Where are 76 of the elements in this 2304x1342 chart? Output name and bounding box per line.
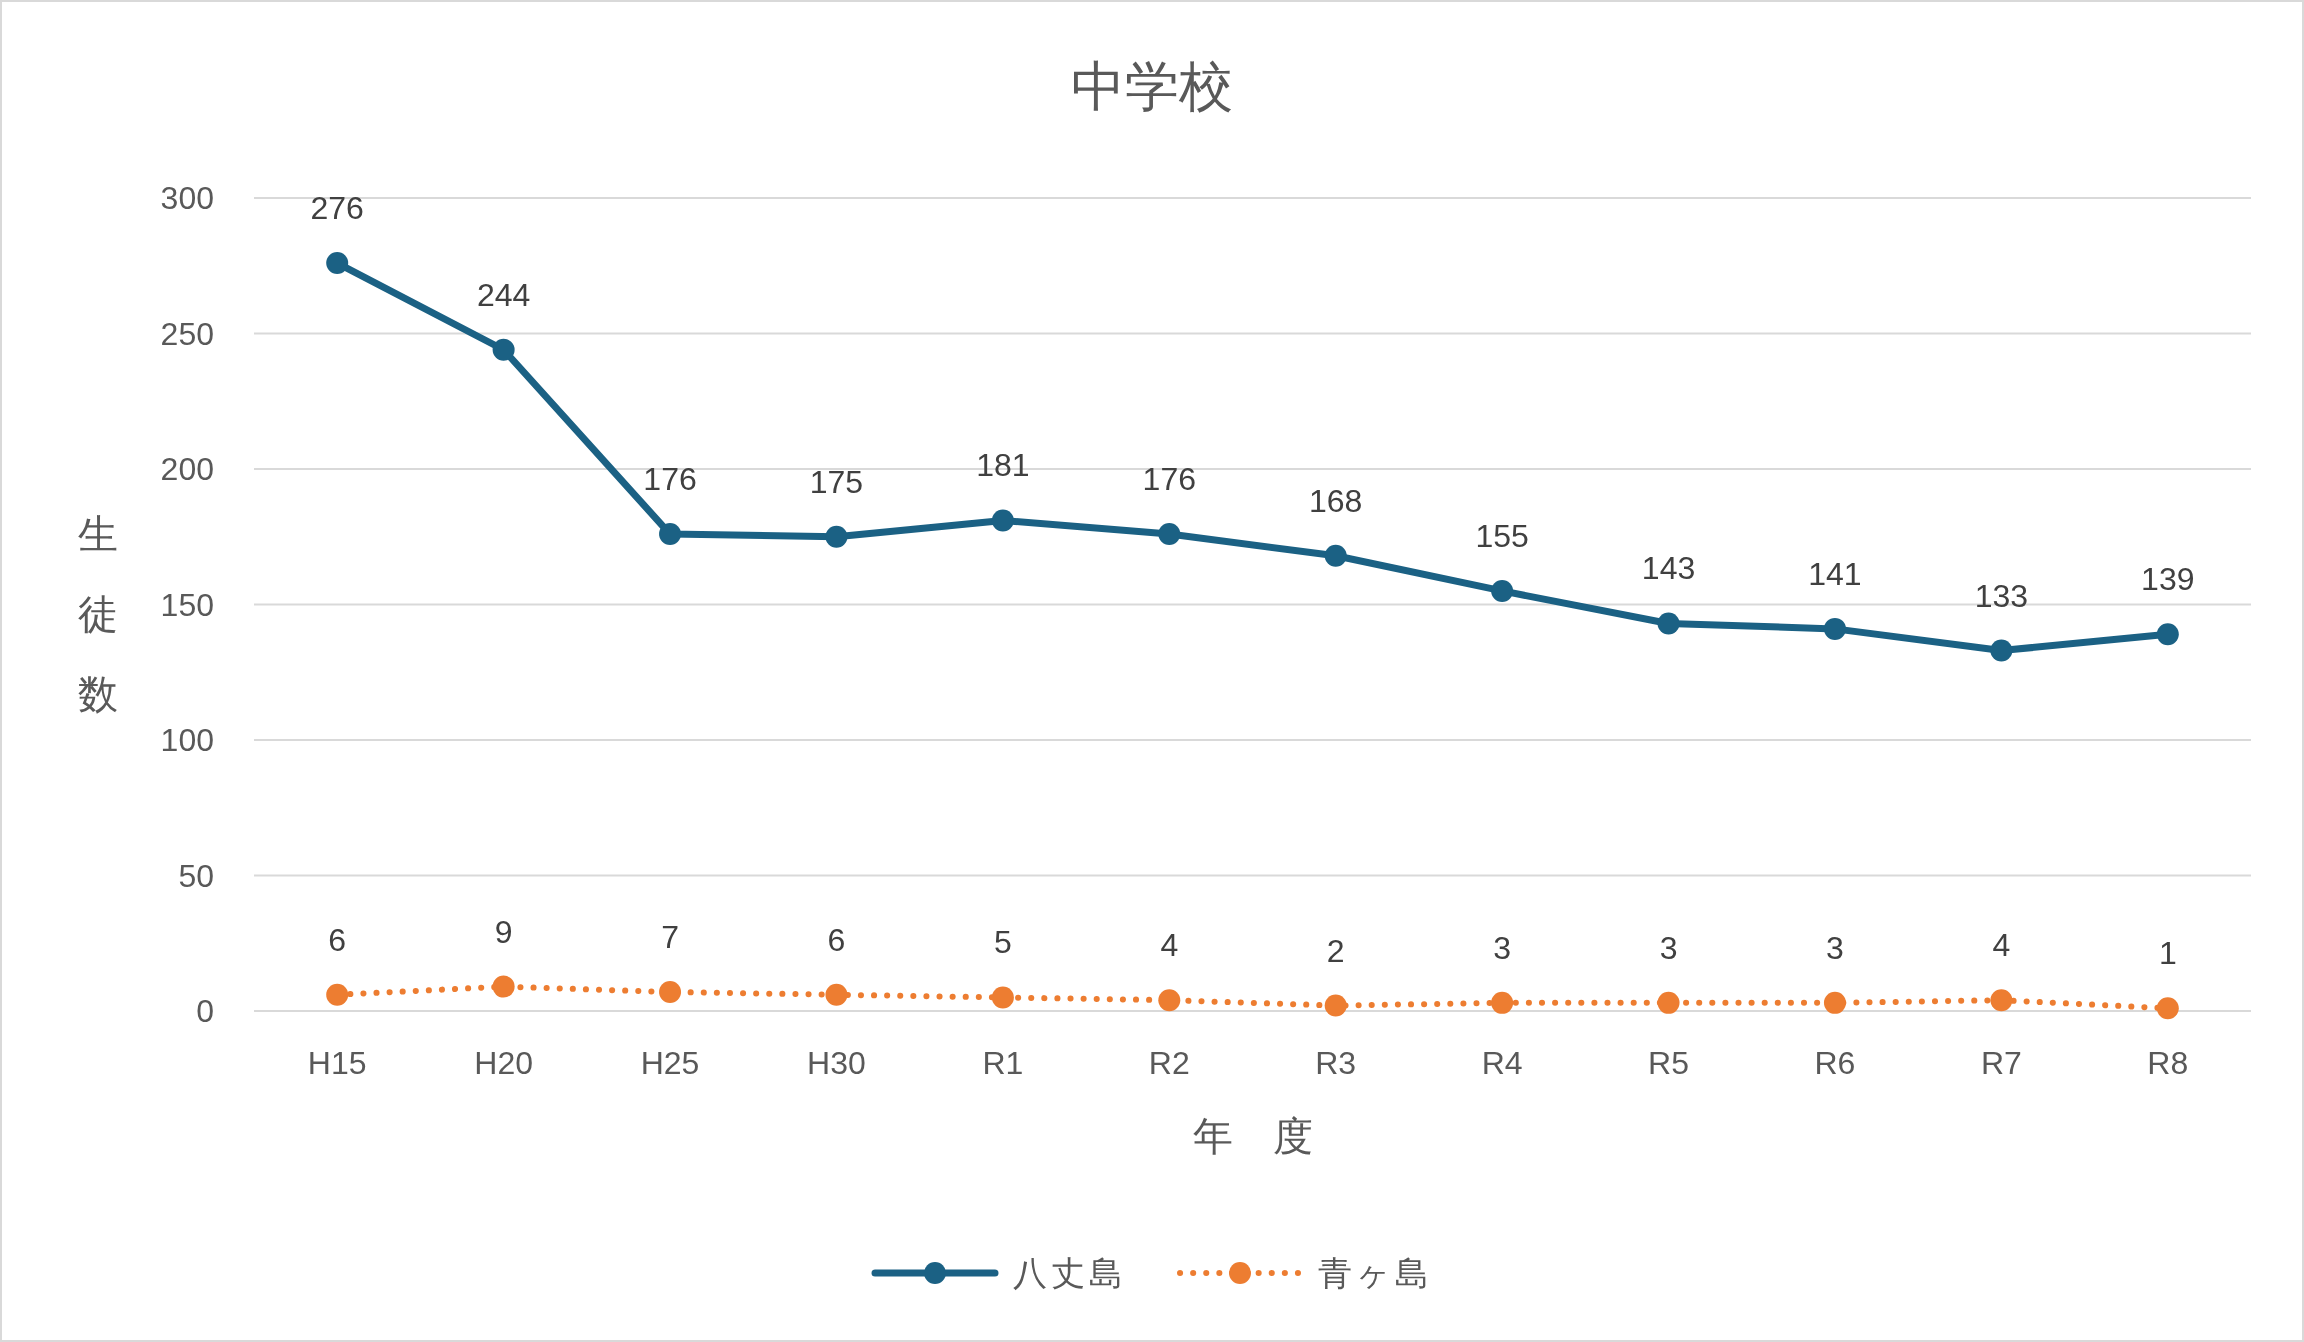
point [659,523,682,546]
point [1324,544,1347,567]
data-label: 141 [1808,555,1862,592]
data-label: 4 [1160,927,1179,964]
data-label: 3 [1493,929,1512,966]
point [825,983,848,1006]
data-label: 3 [1826,929,1844,966]
data-label: 7 [661,919,679,956]
legend-label: 八丈島 [1013,1254,1127,1292]
data-label: 175 [809,463,864,500]
point [1990,639,2013,662]
data-label: 143 [1641,550,1696,587]
point [659,981,682,1004]
data-label: 155 [1475,517,1529,554]
ylabel: 生徒数 [78,512,118,716]
x-tick-label: H25 [640,1045,700,1081]
data-label: 9 [494,913,513,950]
x-tick-label: R7 [1980,1045,2022,1081]
data-label: 2 [1326,932,1345,969]
point [1324,994,1347,1017]
x-axis-title: 年 度 [1193,1114,1313,1158]
point [991,509,1014,532]
x-tick-label: H20 [474,1045,533,1081]
point [1990,989,2013,1012]
point [326,983,349,1006]
point [1657,991,1680,1014]
y-tick-label: 250 [160,315,214,352]
x-tick-label: R1 [982,1045,1024,1081]
data-label: 133 [1974,577,2029,614]
八丈島: 276 244 176 175 181 176 168 155 143 141 133 139 [310,190,2195,662]
point [1823,617,1846,640]
data-label: 181 [976,447,1030,484]
y-tick-label: 200 [160,451,214,487]
data-label: 176 [1142,461,1196,498]
point [492,338,515,361]
x-tick-label: R4 [1481,1045,1523,1081]
point [2156,997,2179,1020]
legend-label: 青ヶ島 [1318,1254,1433,1292]
x-tick-label: R5 [1648,1045,1689,1081]
x-tick-label: H15 [307,1045,367,1081]
x-tick-label: R8 [2147,1045,2189,1081]
y-tick-label: 50 [178,857,214,894]
point [1657,612,1680,635]
point [492,975,515,998]
data-label: 5 [993,924,1012,961]
data-label: 4 [1992,927,2011,964]
data-label: 176 [643,461,697,498]
chart-title: 中学校 [1071,56,1233,116]
x-tick-label: R3 [1315,1045,1357,1081]
point [326,252,349,275]
point [1158,989,1181,1012]
data-label: 276 [310,190,364,227]
y-tick-label: 300 [160,180,214,216]
legend-青ヶ島: 青ヶ島 [1177,1254,1433,1292]
data-label: 1 [2158,935,2177,972]
y-tick-label: 150 [160,586,214,623]
point [1491,579,1514,602]
data-label: 139 [2141,561,2195,598]
x-tick-label: R6 [1814,1045,1856,1081]
data-label: 244 [476,276,531,313]
青ヶ島: 6 9 7 6 5 4 2 3 3 3 4 1 [326,913,2179,1020]
x-tick-label: H30 [807,1045,866,1081]
data-label: 168 [1309,482,1363,519]
point [2156,623,2179,646]
x-tick-label: R2 [1148,1045,1190,1081]
point [991,986,1014,1009]
point [1823,991,1846,1014]
point [825,525,848,548]
legend-八丈島: 八丈島 [871,1254,1127,1292]
data-label: 6 [328,921,347,958]
data-label: 6 [827,921,846,958]
data-label: 3 [1659,929,1678,966]
y-tick-label: 0 [196,993,214,1029]
y-tick-label: 100 [160,722,214,758]
point [1491,991,1514,1014]
point [1158,523,1181,546]
